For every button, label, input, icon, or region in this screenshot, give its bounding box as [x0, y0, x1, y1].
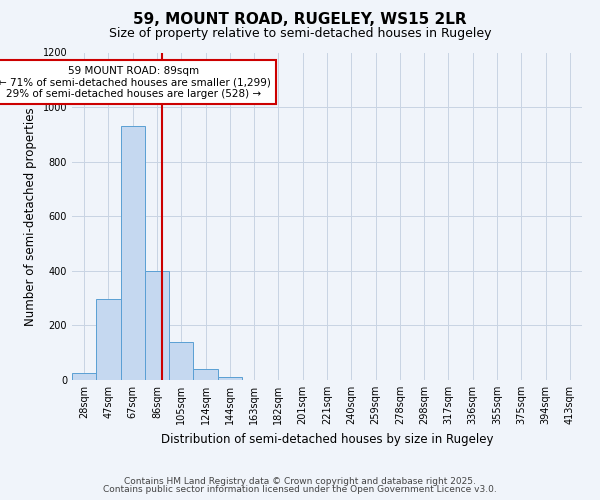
Bar — [72, 373, 96, 380]
X-axis label: Distribution of semi-detached houses by size in Rugeley: Distribution of semi-detached houses by … — [161, 432, 493, 446]
Bar — [193, 369, 218, 380]
Y-axis label: Number of semi-detached properties: Number of semi-detached properties — [24, 107, 37, 326]
Bar — [96, 300, 121, 380]
Text: 59, MOUNT ROAD, RUGELEY, WS15 2LR: 59, MOUNT ROAD, RUGELEY, WS15 2LR — [133, 12, 467, 28]
Bar — [145, 271, 169, 380]
Bar — [121, 126, 145, 380]
Text: 59 MOUNT ROAD: 89sqm
← 71% of semi-detached houses are smaller (1,299)
29% of se: 59 MOUNT ROAD: 89sqm ← 71% of semi-detac… — [0, 66, 271, 99]
Text: Size of property relative to semi-detached houses in Rugeley: Size of property relative to semi-detach… — [109, 28, 491, 40]
Text: Contains HM Land Registry data © Crown copyright and database right 2025.: Contains HM Land Registry data © Crown c… — [124, 477, 476, 486]
Text: Contains public sector information licensed under the Open Government Licence v3: Contains public sector information licen… — [103, 484, 497, 494]
Bar — [218, 378, 242, 380]
Bar — [169, 342, 193, 380]
